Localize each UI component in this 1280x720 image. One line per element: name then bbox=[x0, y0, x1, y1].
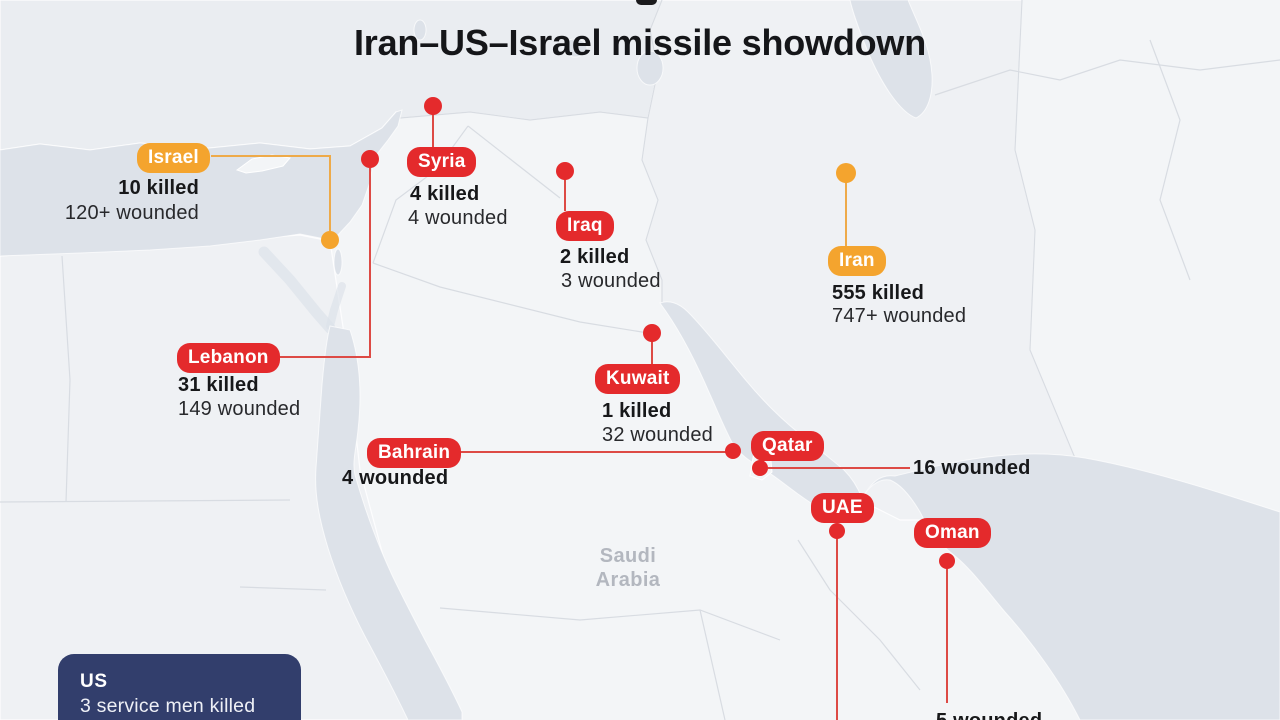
saudi-arabia-map-label: Saudi Arabia bbox=[558, 544, 698, 592]
iran-marker-dot bbox=[836, 163, 856, 183]
gulf-of-suez bbox=[258, 246, 336, 334]
bahrain-marker-dot bbox=[725, 443, 741, 459]
israel-killed-stat: 10 killed bbox=[118, 177, 199, 199]
israel-marker-dot bbox=[321, 231, 339, 249]
cyprus-island bbox=[235, 154, 291, 174]
oman-wounded-stat: 5 wounded bbox=[936, 711, 1042, 720]
lake-van bbox=[562, 38, 588, 58]
qatar-wounded-stat: 16 wounded bbox=[913, 457, 1031, 479]
us-casualties-box: US 3 service men killed bbox=[58, 654, 301, 720]
lake-urmia bbox=[636, 50, 664, 86]
iraq-marker-dot bbox=[556, 162, 574, 180]
iraq-label-pill: Iraq bbox=[556, 211, 614, 241]
iran-label-pill: Iran bbox=[828, 246, 886, 276]
lebanon-label-pill: Lebanon bbox=[177, 343, 280, 373]
us-box-title: US bbox=[80, 671, 108, 692]
qatar-label-pill: Qatar bbox=[751, 431, 824, 461]
us-box-killed-stat: 3 service men killed bbox=[80, 695, 256, 717]
israel-connector-line bbox=[211, 155, 331, 231]
bahrain-label-pill: Bahrain bbox=[367, 438, 462, 468]
saudi-arabia-label-line2: Arabia bbox=[595, 569, 661, 591]
syria-wounded-stat: 4 wounded bbox=[408, 207, 508, 229]
dead-sea bbox=[333, 248, 343, 276]
red-sea bbox=[315, 325, 463, 720]
gulf-of-aqaba bbox=[326, 282, 346, 330]
syria-killed-stat: 4 killed bbox=[410, 183, 480, 205]
syria-label-pill: Syria bbox=[407, 147, 477, 177]
lake-tuz bbox=[413, 19, 427, 41]
lebanon-connector-line bbox=[272, 168, 371, 358]
saudi-arabia-label-line1: Saudi bbox=[599, 545, 657, 567]
bahrain-wounded-stat: 4 wounded bbox=[342, 467, 449, 489]
iraq-killed-stat: 2 killed bbox=[560, 246, 630, 268]
uae-label-pill: UAE bbox=[811, 493, 874, 523]
oman-marker-dot bbox=[939, 553, 955, 569]
mediterranean-sea bbox=[0, 109, 403, 257]
cropped-headline-glyph bbox=[636, 0, 657, 5]
lebanon-wounded-stat: 149 wounded bbox=[178, 398, 301, 420]
kuwait-killed-stat: 1 killed bbox=[602, 400, 672, 422]
iran-wounded-stat: 747+ wounded bbox=[832, 305, 967, 327]
syria-marker-dot bbox=[424, 97, 442, 115]
page-title: Iran–US–Israel missile showdown bbox=[353, 22, 926, 63]
lebanon-marker-dot bbox=[361, 150, 379, 168]
kuwait-marker-dot bbox=[643, 324, 661, 342]
israel-label-pill: Israel bbox=[137, 143, 210, 173]
iran-killed-stat: 555 killed bbox=[832, 282, 925, 304]
qatar-marker-dot bbox=[752, 460, 768, 476]
uae-marker-dot bbox=[829, 523, 845, 539]
iraq-wounded-stat: 3 wounded bbox=[561, 270, 661, 292]
lebanon-killed-stat: 31 killed bbox=[178, 374, 259, 396]
oman-label-pill: Oman bbox=[914, 518, 991, 548]
caspian-sea bbox=[849, 0, 933, 119]
israel-wounded-stat: 120+ wounded bbox=[64, 202, 199, 224]
kuwait-wounded-stat: 32 wounded bbox=[602, 424, 713, 446]
kuwait-label-pill: Kuwait bbox=[595, 364, 681, 394]
